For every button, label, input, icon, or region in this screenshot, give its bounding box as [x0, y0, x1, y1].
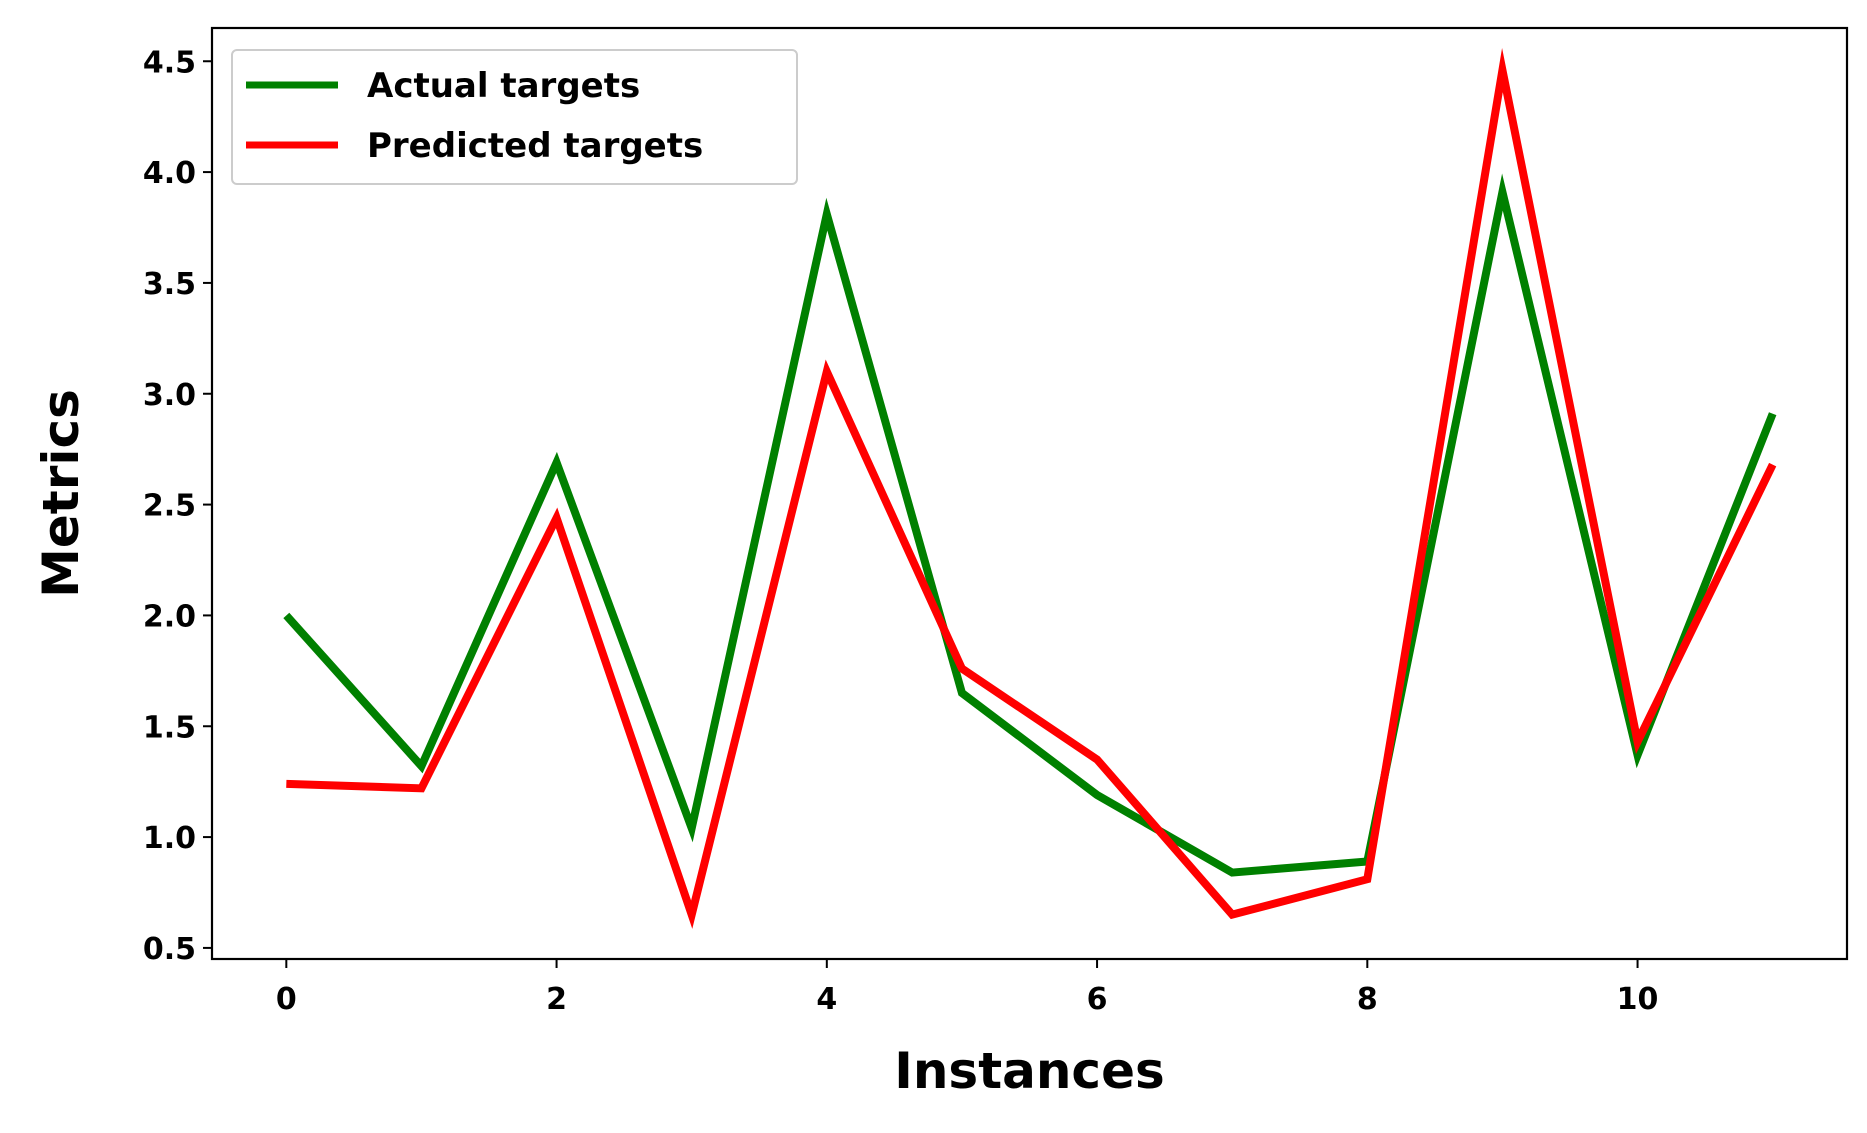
- legend-label-actual-targets: Actual targets: [367, 66, 640, 106]
- legend: Actual targets Predicted targets: [231, 49, 798, 185]
- y-tick-label: 3.0: [143, 378, 196, 413]
- y-tick-label: 0.5: [143, 932, 196, 967]
- series-layer: [283, 48, 1777, 929]
- y-axis: 0.5 1.0 1.5 2.0 2.5 3.0 3.5 4.0 4.5: [143, 45, 212, 967]
- series-line-predicted-targets: [286, 48, 1777, 929]
- y-tick-label: 4.0: [143, 156, 196, 191]
- y-tick-label: 2.0: [143, 599, 196, 634]
- y-tick-label: 1.0: [143, 821, 196, 856]
- x-axis: 0 2 4 6 8 10: [276, 959, 1659, 1017]
- legend-box: [231, 49, 798, 185]
- x-tick-label: 6: [1087, 982, 1108, 1017]
- y-tick-label: 1.5: [143, 710, 196, 745]
- y-tick-label: 3.5: [143, 267, 196, 302]
- y-tick-label: 2.5: [143, 489, 196, 524]
- y-tick-label: 4.5: [143, 45, 196, 80]
- x-tick-label: 10: [1617, 982, 1659, 1017]
- series-line-actual-targets: [283, 173, 1777, 877]
- legend-label-predicted-targets: Predicted targets: [367, 126, 703, 166]
- plot-frame: [210, 26, 1849, 961]
- y-axis-title: Metrics: [32, 389, 90, 598]
- x-axis-title: Instances: [894, 1042, 1165, 1100]
- x-tick-label: 4: [816, 982, 837, 1017]
- x-tick-label: 2: [546, 982, 567, 1017]
- x-tick-label: 0: [276, 982, 297, 1017]
- x-tick-label: 8: [1357, 982, 1378, 1017]
